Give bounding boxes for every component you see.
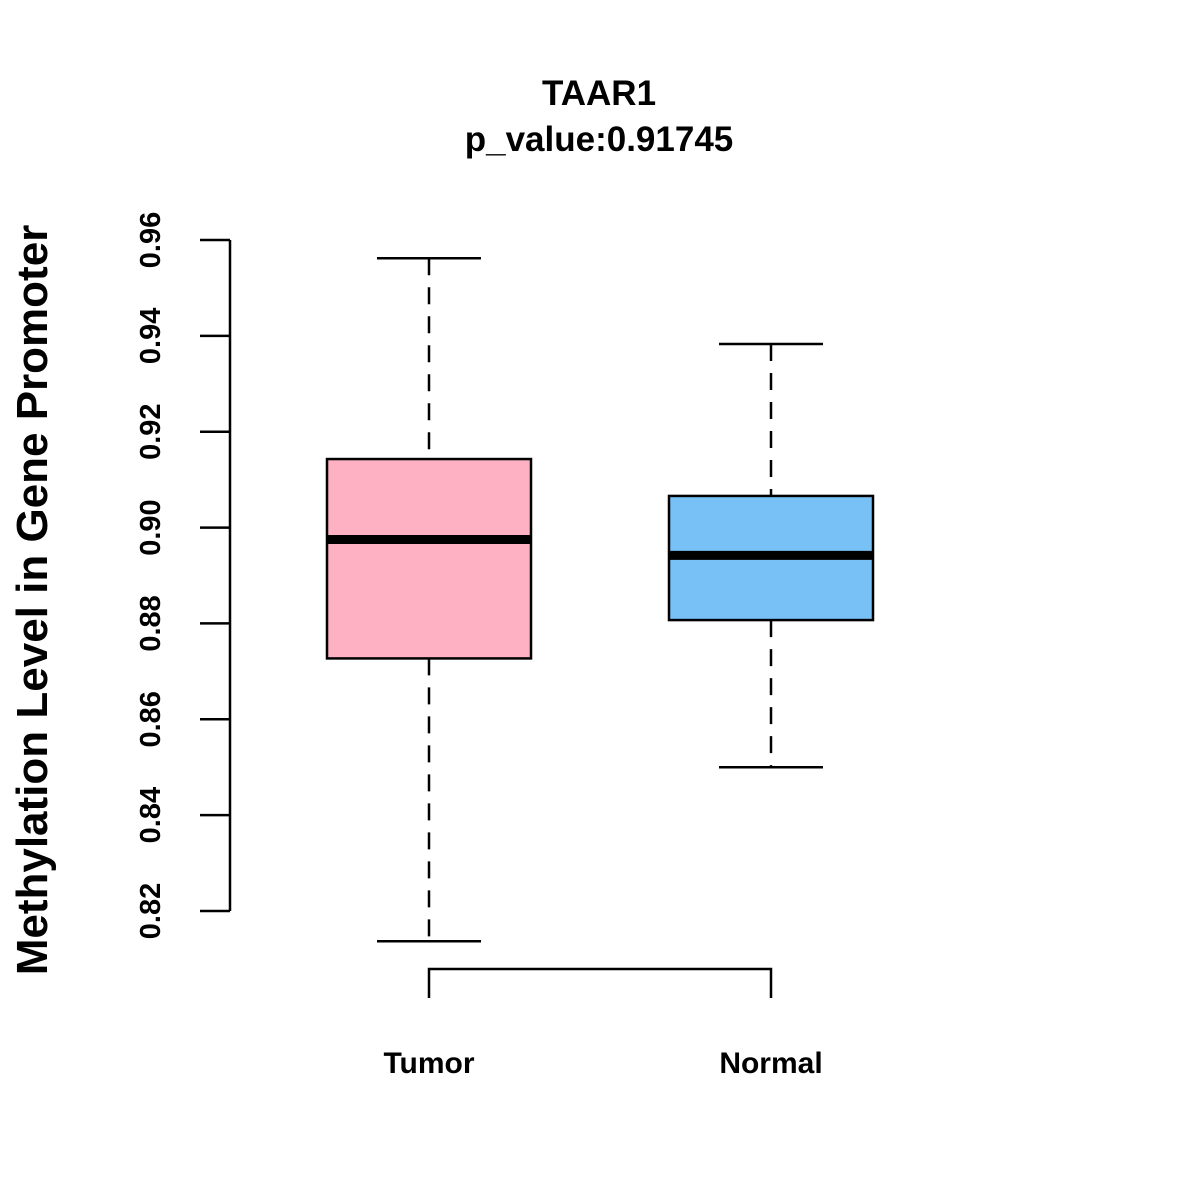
category-label-normal: Normal bbox=[719, 1047, 822, 1080]
bracket-line bbox=[427, 967, 773, 998]
box-normal bbox=[667, 342, 875, 769]
y-tick-label: 0.96 bbox=[135, 212, 167, 268]
y-tick-label: 0.82 bbox=[135, 883, 167, 939]
y-tick-label: 0.92 bbox=[135, 403, 167, 459]
chart-subtitle: p_value:0.91745 bbox=[465, 120, 734, 159]
box-series bbox=[325, 256, 875, 943]
y-tick-label: 0.90 bbox=[135, 499, 167, 555]
iqr-box bbox=[325, 457, 533, 660]
category-labels: Tumor Normal bbox=[383, 1047, 822, 1080]
y-axis-title: Methylation Level in Gene Promoter bbox=[8, 225, 57, 976]
comparison-bracket bbox=[427, 967, 773, 998]
category-label-tumor: Tumor bbox=[383, 1047, 474, 1080]
y-tick-label: 0.84 bbox=[135, 787, 167, 843]
box-tumor bbox=[325, 256, 533, 943]
y-axis: 0.82 0.84 0.86 0.88 0.90 0.92 0.94 0.96 bbox=[135, 212, 232, 939]
y-tick-label: 0.88 bbox=[135, 595, 167, 651]
chart-title: TAAR1 bbox=[542, 74, 656, 113]
y-tick-label: 0.94 bbox=[135, 308, 167, 364]
y-tick-label: 0.86 bbox=[135, 691, 167, 747]
